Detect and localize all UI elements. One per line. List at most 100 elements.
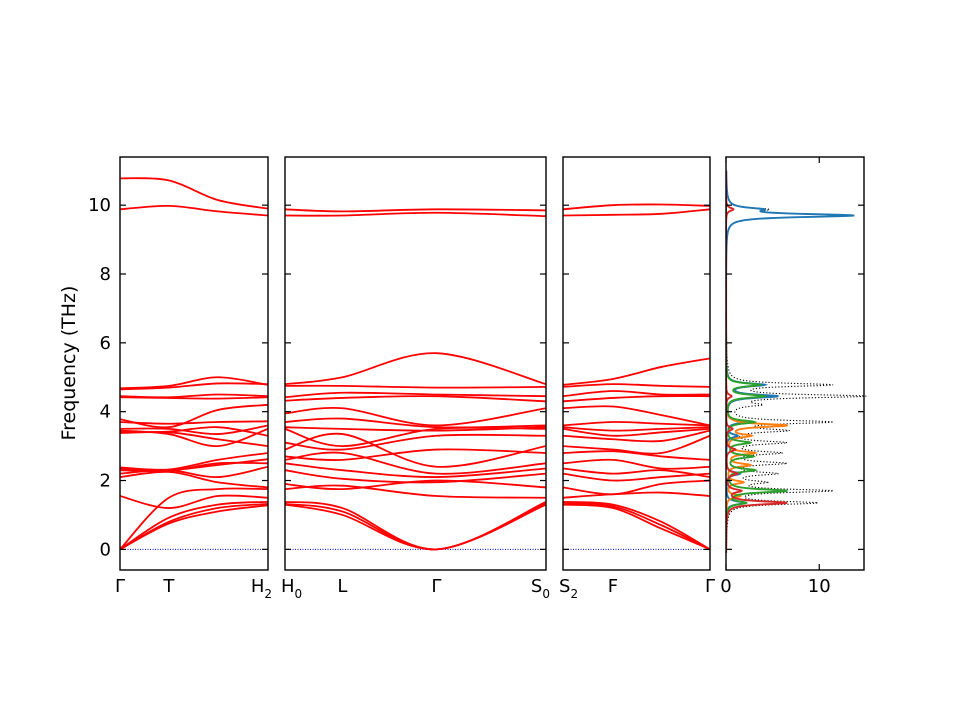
- phonon-band: [285, 208, 546, 213]
- x-tick-label-subscript: 2: [570, 587, 578, 601]
- phonon-band: [563, 458, 710, 470]
- band-panel-3: S2 F Γ: [559, 156, 715, 601]
- phonon-band: [120, 396, 268, 400]
- band-lines: [120, 177, 268, 551]
- y-tick-label: 0: [100, 539, 111, 560]
- phonon-band: [563, 479, 710, 496]
- phonon-band: [120, 487, 268, 550]
- x-tick-label-subscript: 0: [542, 587, 550, 601]
- phonon-band: [285, 406, 546, 427]
- panel-frame: [562, 156, 711, 571]
- x-tick-label: S0: [531, 576, 550, 601]
- phonon-band: [120, 424, 268, 435]
- x-tick-label-main: S: [531, 576, 542, 597]
- y-tick-label: 6: [100, 333, 111, 354]
- phonon-band: [285, 395, 546, 403]
- phonon-band: [120, 382, 268, 391]
- panel-frame: [284, 156, 547, 571]
- x-tick-label: Γ: [115, 576, 125, 597]
- dos-x-tick-label: 10: [808, 576, 831, 597]
- phonon-band: [563, 421, 710, 427]
- phonon-band: [120, 470, 268, 489]
- phonon-band: [285, 451, 546, 475]
- x-tick-label: H0: [281, 576, 302, 601]
- dos-frame: [725, 156, 865, 571]
- x-tick-label-main: S: [559, 576, 570, 597]
- phonon-band: [285, 484, 546, 499]
- x-tick-label-main: F: [608, 576, 618, 597]
- x-tick-label-main: H: [281, 576, 295, 597]
- phonon-band: [563, 208, 710, 217]
- phonon-band: [120, 431, 268, 447]
- phonon-band: [563, 203, 710, 211]
- phonon-band: [120, 376, 268, 390]
- phonon-band: [285, 448, 546, 461]
- phonon-band: [563, 427, 710, 437]
- phonon-band: [563, 501, 710, 551]
- phonon-band: [120, 177, 268, 210]
- x-tick-label-main: Γ: [115, 576, 125, 597]
- phonon-band: [120, 458, 268, 472]
- phonon-band: [285, 391, 546, 399]
- x-tick-label: Γ: [431, 576, 441, 597]
- phonon-band: [120, 204, 268, 217]
- x-tick-label: T: [162, 576, 175, 597]
- phonon-band: [120, 500, 268, 551]
- phonon-band: [120, 465, 268, 478]
- phonon-band: [285, 433, 546, 451]
- phonon-band: [563, 383, 710, 388]
- y-axis-label: Frequency (THz): [58, 286, 80, 441]
- x-tick-label-main: Γ: [705, 576, 715, 597]
- phonon-band: [285, 417, 546, 429]
- phonon-band: [563, 357, 710, 386]
- x-tick-label-main: T: [162, 576, 175, 597]
- phonon-band: [120, 420, 268, 425]
- phonon-band: [285, 211, 546, 218]
- x-tick-label-subscript: 0: [295, 587, 303, 601]
- phonon-band: [563, 405, 710, 427]
- band-panel-2: H0 L Γ S0: [281, 156, 550, 601]
- phonon-band: [285, 352, 546, 386]
- y-tick-label: 4: [100, 402, 111, 423]
- x-tick-label: H2: [251, 576, 272, 601]
- phonon-band: [563, 491, 710, 499]
- y-tick-label: 8: [100, 264, 111, 285]
- band-lines: [563, 203, 710, 551]
- x-tick-label-main: H: [251, 576, 265, 597]
- phonon-band: [120, 504, 268, 551]
- x-tick-label: L: [337, 576, 347, 597]
- phonon-band: [285, 479, 546, 491]
- phonon-band: [563, 426, 710, 432]
- dos-x-tick-label: 0: [720, 576, 731, 597]
- panel-frame: [119, 156, 269, 571]
- phonon-band: [563, 500, 710, 551]
- phonon-band: [563, 390, 710, 398]
- phonon-band: [285, 503, 546, 551]
- phonon-band: [285, 384, 546, 389]
- dos-curve-1: [726, 170, 867, 553]
- x-tick-label: F: [608, 576, 618, 597]
- y-tick-label: 2: [100, 471, 111, 492]
- phonon-band: [563, 467, 710, 478]
- x-tick-label-main: L: [337, 576, 347, 597]
- phonon-band: [285, 426, 546, 447]
- x-tick-label-subscript: 2: [264, 587, 272, 601]
- phonon-band: [563, 472, 710, 482]
- phonon-band: [285, 432, 546, 468]
- band-lines: [285, 208, 546, 551]
- phonon-band: [563, 434, 710, 455]
- phonon-band: [120, 494, 268, 509]
- phonon-band: [563, 503, 710, 551]
- x-tick-label: Γ: [705, 576, 715, 597]
- x-tick-label-main: Γ: [431, 576, 441, 597]
- phonon-band: [563, 395, 710, 403]
- phonon-band: [120, 403, 268, 429]
- phonon-band: [563, 450, 710, 461]
- phonon-band: [285, 462, 546, 478]
- dos-panel: 0 10: [720, 156, 867, 597]
- x-tick-label: S2: [559, 576, 578, 601]
